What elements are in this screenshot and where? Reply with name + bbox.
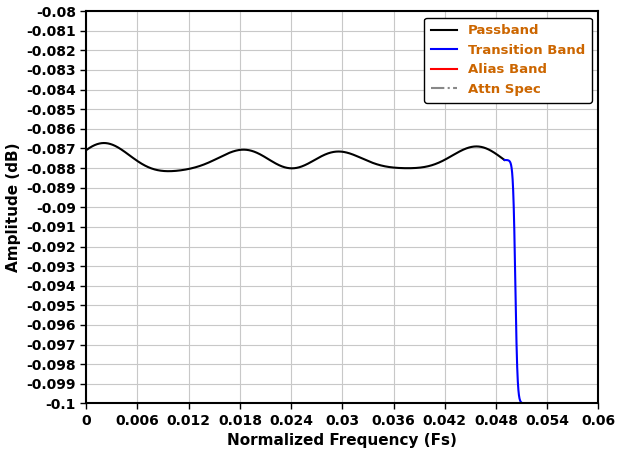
Legend: Passband, Transition Band, Alias Band, Attn Spec: Passband, Transition Band, Alias Band, A… [424,18,592,103]
Transition Band [510,193,517,198]
Passband [243,147,251,153]
Passband [448,153,455,159]
Transition Band [514,375,522,380]
Passband [501,157,508,163]
Transition Band [520,401,528,406]
Transition Band [501,157,508,163]
Line: Passband: Passband [86,143,504,171]
Passband [155,168,163,173]
Passband [83,148,90,153]
Transition Band [512,321,520,326]
Passband [493,152,501,157]
Y-axis label: Amplitude (dB): Amplitude (dB) [6,143,20,272]
Transition Band [504,158,512,163]
X-axis label: Normalized Frequency (Fs): Normalized Frequency (Fs) [227,434,457,449]
Transition Band [515,395,523,400]
Passband [261,154,269,160]
Passband [130,156,138,162]
Transition Band [506,158,514,164]
Line: Transition Band: Transition Band [504,160,524,404]
Passband [100,140,107,146]
Passband [165,168,172,174]
